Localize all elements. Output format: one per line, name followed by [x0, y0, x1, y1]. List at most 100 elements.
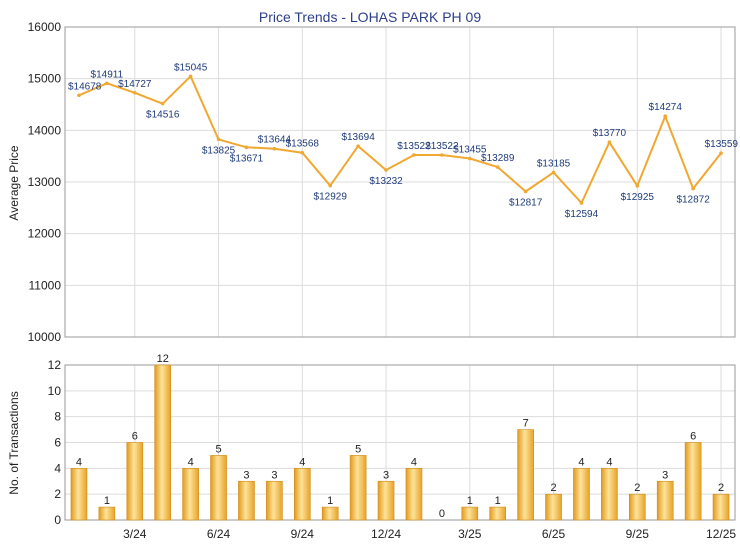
x-tick-label: 6/25	[542, 527, 566, 541]
transaction-bar	[573, 468, 590, 521]
transaction-count-label: 5	[355, 443, 361, 455]
count-y-axis-title: No. of Transactions	[7, 391, 21, 494]
price-point	[551, 170, 556, 175]
price-plot-frame	[64, 26, 736, 338]
price-data-label: $13694	[341, 132, 375, 143]
price-data-label: $13568	[286, 139, 320, 150]
price-y-tick-label: 13000	[28, 175, 62, 189]
count-y-tick-label: 8	[54, 410, 61, 424]
transaction-count-label: 3	[662, 469, 668, 481]
transaction-count-label: 6	[132, 431, 138, 443]
price-point	[440, 153, 444, 157]
transaction-count-label: 1	[327, 495, 333, 507]
transaction-count-label: 2	[718, 482, 724, 494]
x-tick-label: 12/24	[371, 527, 401, 541]
price-series-line	[78, 75, 722, 204]
count-y-tick-label: 4	[54, 461, 61, 475]
transaction-count-label: 2	[634, 482, 640, 494]
price-data-label: $13522	[425, 141, 459, 152]
transaction-count-label: 4	[76, 456, 82, 468]
count-y-tick-label: 12	[48, 358, 62, 372]
transaction-count-label: 6	[690, 431, 696, 443]
price-data-label: $13825	[202, 145, 236, 156]
price-data-label: $14911	[91, 69, 124, 80]
price-point	[328, 183, 333, 188]
price-y-tick-label: 15000	[28, 72, 62, 86]
transaction-bar	[98, 506, 116, 521]
transaction-count-label: 2	[550, 482, 556, 494]
price-point	[467, 156, 472, 161]
transaction-count-label: 1	[104, 495, 110, 507]
transaction-count-label: 1	[467, 495, 473, 507]
chart-title: Price Trends - LOHAS PARK PH 09	[259, 9, 481, 25]
price-point	[77, 93, 81, 98]
x-tick-label: 3/24	[123, 527, 147, 541]
price-data-label: $15045	[174, 62, 208, 73]
price-point	[719, 151, 723, 155]
transaction-bar	[154, 364, 172, 521]
transaction-bar	[712, 493, 730, 521]
price-data-label: $13232	[369, 176, 403, 187]
price-point	[244, 145, 249, 150]
transaction-bar	[628, 493, 646, 521]
price-data-label: $13185	[537, 158, 571, 169]
price-y-axis-title: Average Price	[7, 145, 21, 220]
transaction-bar	[266, 480, 283, 521]
transaction-count-label: 4	[299, 456, 305, 468]
transaction-bar	[182, 468, 199, 521]
price-line-panel: 10000 11000 12000 13000 14000 15000 16000 $1467…	[28, 20, 739, 344]
price-data-label: $13559	[705, 139, 739, 150]
price-point	[300, 150, 305, 155]
x-tick-label: 9/24	[291, 527, 315, 541]
price-data-label: $14274	[649, 102, 683, 113]
transaction-bar	[238, 480, 255, 521]
price-point	[579, 201, 584, 205]
transaction-bar	[656, 480, 674, 521]
transaction-count-label: 3	[383, 469, 389, 481]
price-point	[188, 74, 193, 79]
transaction-bar	[517, 429, 534, 521]
price-point	[412, 153, 416, 157]
price-point	[523, 189, 528, 194]
price-data-label: $14678	[68, 81, 102, 92]
transaction-bar	[489, 506, 507, 521]
price-y-tick-label: 10000	[28, 330, 62, 344]
price-point	[160, 101, 165, 106]
transaction-count-label: 4	[606, 456, 612, 468]
price-y-tick-label: 11000	[29, 278, 62, 292]
transaction-bar	[461, 506, 479, 521]
transaction-bar	[321, 506, 339, 521]
count-y-tick-label: 6	[54, 436, 61, 450]
price-point	[663, 114, 668, 118]
price-data-label: $12929	[314, 192, 348, 203]
price-point	[384, 168, 388, 172]
transaction-count-label: 3	[243, 469, 249, 481]
price-y-tick-label: 12000	[28, 227, 62, 241]
x-tick-label: 9/25	[626, 527, 650, 541]
transaction-bar	[210, 455, 227, 521]
transaction-count-label: 1	[495, 495, 501, 507]
transaction-bar	[377, 480, 395, 521]
count-plot-frame	[64, 364, 736, 521]
price-data-label: $12872	[676, 195, 710, 206]
transaction-bar	[684, 442, 702, 521]
price-data-label: $12594	[565, 209, 599, 220]
price-data-label: $13289	[481, 153, 515, 164]
price-point	[691, 186, 695, 191]
transaction-count-label: 0	[439, 508, 445, 520]
x-tick-label: 12/25	[706, 527, 736, 541]
transaction-count-label: 4	[411, 456, 417, 468]
transaction-count-label: 3	[271, 469, 277, 481]
price-data-label: $13455	[453, 144, 487, 155]
price-data-label: $13671	[230, 153, 264, 164]
transaction-count-label: 12	[157, 353, 169, 365]
transaction-count-label: 4	[188, 456, 194, 468]
price-data-label: $14727	[118, 79, 152, 90]
transaction-bar	[405, 468, 423, 521]
transaction-bar	[126, 442, 144, 521]
x-tick-label: 6/24	[207, 527, 231, 541]
price-data-label: $12817	[509, 197, 543, 208]
